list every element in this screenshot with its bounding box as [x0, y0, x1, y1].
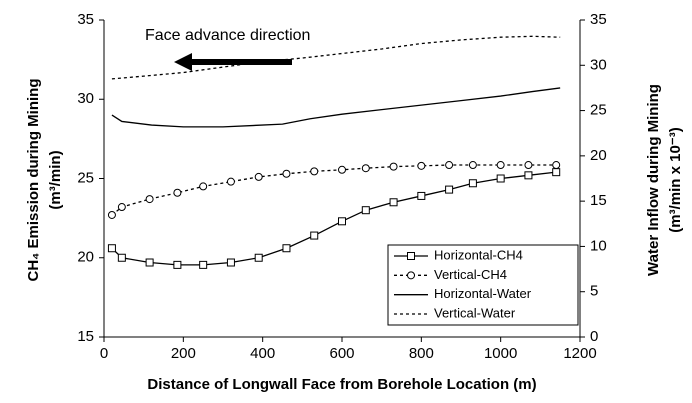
x-tick-label: 200 — [171, 345, 196, 362]
marker — [282, 244, 291, 253]
marker — [173, 260, 182, 269]
marker — [407, 252, 415, 260]
marker — [524, 171, 533, 180]
marker — [145, 195, 154, 204]
y2-tick-label: 10 — [590, 237, 607, 254]
x-tick-label: 0 — [100, 345, 108, 362]
marker — [417, 191, 426, 200]
y-tick-label: 35 — [77, 11, 94, 28]
marker — [310, 167, 319, 176]
series-line — [111, 35, 561, 80]
legend-label: Horizontal-Water — [434, 286, 532, 301]
marker — [496, 174, 505, 183]
x-tick-label: 400 — [250, 345, 275, 362]
marker — [282, 169, 291, 178]
series-line — [111, 171, 557, 266]
marker — [417, 161, 426, 170]
x-tick-label: 1000 — [484, 345, 517, 362]
arrow-head — [174, 53, 192, 71]
y2-tick-label: 35 — [590, 11, 607, 28]
y2-axis-label: (m³/min x 10⁻³) — [667, 127, 684, 232]
annotation: Face advance direction — [145, 27, 310, 44]
marker — [338, 165, 346, 174]
y-tick-label: 30 — [77, 90, 94, 107]
y2-tick-label: 25 — [590, 102, 607, 119]
legend-label: Vertical-CH4 — [434, 267, 507, 282]
y2-axis-label: Water Inflow during Mining — [645, 84, 662, 276]
marker — [226, 258, 235, 267]
x-tick-label: 600 — [329, 345, 354, 362]
marker — [173, 188, 182, 197]
legend-label: Vertical-Water — [434, 305, 516, 320]
marker — [445, 185, 454, 194]
x-tick-label: 800 — [409, 345, 434, 362]
marker — [254, 253, 263, 262]
marker — [254, 172, 263, 181]
x-tick-label: 1200 — [563, 345, 596, 362]
marker — [361, 206, 370, 215]
marker — [338, 217, 346, 226]
marker — [117, 253, 126, 262]
marker — [552, 168, 561, 177]
marker — [524, 161, 533, 170]
marker — [145, 258, 154, 267]
x-axis-label: Distance of Longwall Face from Borehole … — [147, 376, 536, 393]
legend-label: Horizontal-CH4 — [434, 247, 523, 262]
marker — [552, 161, 561, 170]
marker — [389, 198, 398, 207]
marker — [496, 161, 505, 170]
y-axis-label: CH₄ Emission during Mining — [25, 79, 42, 282]
y2-tick-label: 20 — [590, 147, 607, 164]
marker — [389, 162, 398, 171]
y-tick-label: 20 — [77, 249, 94, 266]
marker — [117, 203, 126, 212]
series-line — [111, 164, 557, 216]
y-axis-label: (m³/min) — [47, 150, 64, 209]
marker — [445, 161, 454, 170]
marker — [199, 182, 208, 191]
marker — [361, 164, 370, 173]
series-line — [111, 87, 561, 128]
y-tick-label: 15 — [77, 328, 94, 345]
marker — [310, 231, 319, 240]
marker — [468, 179, 477, 188]
marker — [407, 271, 415, 280]
marker — [468, 161, 477, 170]
y2-tick-label: 5 — [590, 283, 598, 300]
y2-tick-label: 30 — [590, 56, 607, 73]
marker — [199, 260, 208, 269]
y-tick-label: 25 — [77, 169, 94, 186]
y2-tick-label: 15 — [590, 192, 607, 209]
marker — [107, 210, 116, 219]
marker — [107, 244, 116, 253]
marker — [226, 177, 235, 186]
legend-box — [387, 244, 579, 326]
y2-tick-label: 0 — [590, 328, 598, 345]
